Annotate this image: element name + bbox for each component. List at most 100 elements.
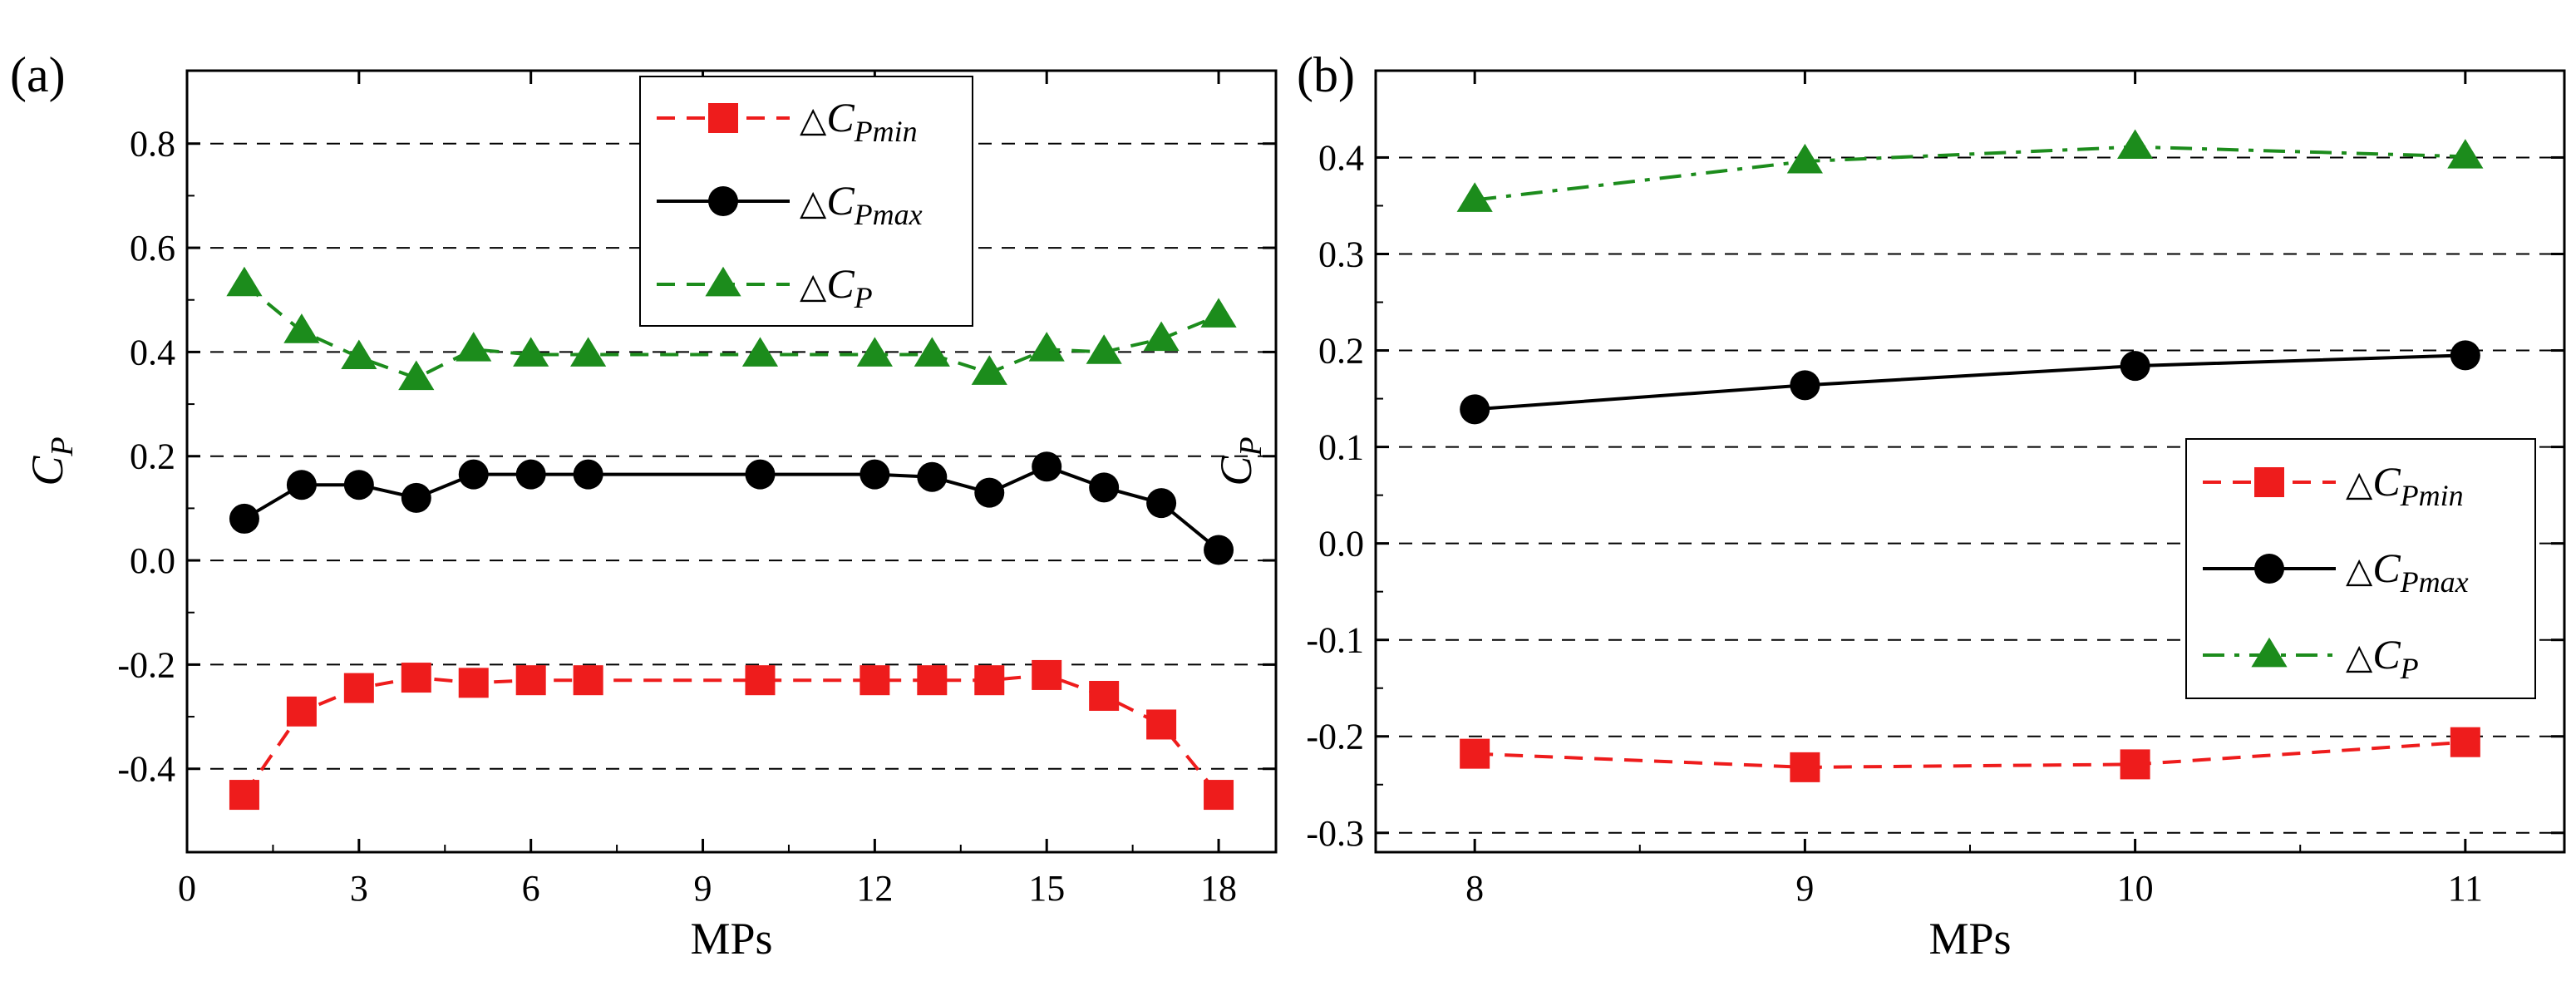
- data-point-max: [1790, 370, 1820, 401]
- data-point-min: [515, 665, 546, 696]
- legend-marker-min: [708, 103, 738, 133]
- legend-label-max: △CPmax: [800, 177, 923, 231]
- series-line-min: [1475, 740, 2465, 769]
- x-tick-label: 0: [178, 868, 196, 909]
- x-tick-label: 9: [694, 868, 712, 909]
- data-point-min: [1089, 681, 1120, 711]
- legend-label-min: △CPmin: [800, 94, 918, 148]
- x-tick-label: 9: [1795, 868, 1814, 909]
- data-point-max: [515, 459, 546, 490]
- data-point-min: [1146, 709, 1177, 740]
- x-axis-label: MPs: [690, 914, 772, 964]
- legend-marker-min: [2254, 467, 2284, 497]
- data-point-cp: [971, 355, 1007, 385]
- y-tick-label: 0.6: [130, 228, 175, 269]
- data-point-max: [458, 459, 489, 490]
- x-tick-label: 8: [1465, 868, 1484, 909]
- series-line-cp: [1474, 145, 2465, 202]
- y-axis-label: CP: [1211, 436, 1268, 486]
- data-point-cp: [283, 313, 320, 343]
- data-point-cp: [2447, 139, 2484, 169]
- chart-panel-b: -0.3 -0.2 -0.1 0.0 0.1 0.2 0.3 0.4 8 9 10 11 MPs CP (b…: [1211, 47, 2566, 964]
- y-tick-label: -0.4: [117, 749, 175, 790]
- data-point-max: [573, 459, 603, 490]
- data-point-max: [343, 470, 374, 500]
- y-tick-label: -0.3: [1306, 813, 1364, 854]
- y-tick-label: 0.2: [130, 436, 175, 477]
- series-line-max: [243, 465, 1220, 552]
- data-point-cp: [741, 337, 779, 367]
- data-point-cp: [341, 339, 377, 370]
- x-tick-label: 6: [522, 868, 540, 909]
- data-point-cp: [1028, 332, 1065, 362]
- data-point-min: [2120, 749, 2150, 780]
- data-point-max: [917, 461, 948, 492]
- data-point-max: [229, 503, 259, 534]
- data-point-max: [859, 459, 890, 490]
- panel-label: (a): [10, 47, 66, 102]
- legend-label-min: △CPmin: [2346, 458, 2464, 512]
- y-tick-label: 0.8: [130, 124, 175, 165]
- y-tick-label: 0.4: [1318, 137, 1364, 178]
- y-axis-label: CP: [22, 436, 80, 486]
- panel-label: (b): [1297, 47, 1355, 102]
- data-point-cp: [1786, 143, 1823, 174]
- data-point-min: [974, 665, 1005, 696]
- legend-marker-cp: [705, 266, 741, 297]
- data-point-min: [745, 665, 776, 696]
- data-point-max: [1089, 472, 1120, 503]
- y-tick-label: -0.2: [1306, 717, 1364, 757]
- data-point-max: [401, 482, 431, 513]
- y-tick-label: -0.2: [117, 644, 175, 685]
- data-point-cp: [456, 332, 492, 362]
- data-point-max: [286, 470, 317, 500]
- data-point-max: [1204, 535, 1234, 565]
- data-point-max: [1032, 451, 1062, 482]
- data-point-max: [1146, 488, 1177, 519]
- data-point-cp: [914, 337, 950, 367]
- data-point-min: [1032, 659, 1062, 690]
- data-point-max: [974, 477, 1005, 508]
- data-point-cp: [1086, 334, 1122, 364]
- data-point-max: [745, 459, 776, 490]
- series-line-min: [243, 673, 1220, 796]
- data-point-cp: [856, 337, 893, 367]
- data-point-cp: [1456, 182, 1493, 212]
- data-point-cp: [513, 337, 549, 367]
- data-point-max: [2120, 351, 2150, 382]
- legend-label-max: △CPmax: [2346, 545, 2469, 599]
- plot-frame: [185, 69, 1278, 854]
- x-tick-label: 18: [1200, 868, 1237, 909]
- data-point-min: [286, 696, 317, 727]
- y-tick-label: 0.0: [130, 540, 175, 581]
- y-tick-label: 0.2: [1318, 331, 1364, 372]
- legend-marker-max: [2254, 554, 2284, 584]
- data-point-cp: [226, 266, 263, 297]
- y-tick-label: 0.3: [1318, 234, 1364, 274]
- chart-panel-a: -0.4 -0.2 0.0 0.2 0.4 0.6 0.8 0 3 6 9 12 15 18 MPs CP (a…: [10, 47, 1278, 964]
- y-tick-label: -0.1: [1306, 620, 1364, 661]
- x-tick-label: 11: [2448, 868, 2483, 909]
- data-point-min: [401, 663, 431, 693]
- x-axis-label: MPs: [1928, 914, 2011, 964]
- y-tick-label: 0.0: [1318, 524, 1364, 564]
- data-point-min: [1204, 780, 1234, 811]
- x-tick-label: 12: [856, 868, 893, 909]
- data-point-cp: [1200, 298, 1237, 328]
- data-point-min: [229, 780, 259, 811]
- data-point-cp: [570, 337, 607, 367]
- y-tick-label: 0.1: [1318, 427, 1364, 468]
- data-point-min: [343, 673, 374, 703]
- x-tick-label: 15: [1028, 868, 1065, 909]
- data-point-cp: [398, 360, 435, 391]
- y-tick-label: 0.4: [130, 332, 175, 372]
- data-point-cp: [2117, 129, 2154, 160]
- x-tick-label: 10: [2117, 868, 2154, 909]
- data-point-min: [917, 665, 948, 696]
- legend-marker-max: [708, 186, 738, 216]
- data-point-min: [2450, 727, 2480, 757]
- legend-marker-cp: [2251, 637, 2288, 668]
- data-point-cp: [1143, 321, 1180, 352]
- legend-label-cp: △CP: [2346, 631, 2419, 685]
